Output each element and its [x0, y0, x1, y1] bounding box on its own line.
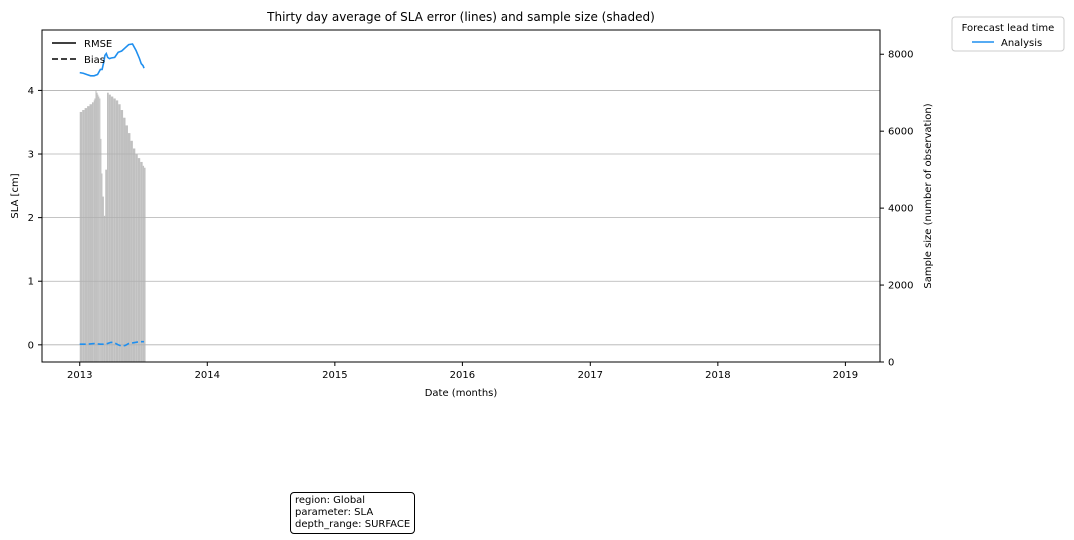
sample-bar: [135, 154, 138, 362]
sample-bar: [95, 90, 97, 362]
sample-bar: [132, 148, 136, 362]
sample-bar: [84, 108, 88, 362]
sample-bar: [142, 165, 145, 362]
sample-bar: [98, 96, 100, 363]
y-axis: 0 1 2 3 4: [28, 86, 42, 351]
sample-bar: [115, 100, 119, 363]
legend-rmse-label: RMSE: [84, 39, 112, 50]
sample-bar: [79, 111, 83, 362]
sample-bar: [140, 161, 143, 362]
info-parameter: parameter: SLA: [295, 507, 374, 518]
sample-bar: [120, 110, 124, 363]
y2-tick-label: 8000: [888, 50, 913, 61]
sample-bar: [102, 196, 104, 362]
sample-bar: [94, 98, 96, 362]
sample-bar: [96, 92, 98, 363]
legend-analysis-label: Analysis: [1001, 38, 1042, 49]
x-tick-label: 2013: [67, 370, 92, 381]
sample-bar: [110, 96, 114, 363]
info-region: region: Global: [295, 495, 366, 506]
sample-bar: [137, 158, 141, 362]
sample-bar: [91, 102, 94, 362]
y-tick-label: 2: [28, 213, 34, 224]
y-tick-label: 0: [28, 340, 34, 351]
info-depth-range: depth_range: SURFACE: [295, 519, 411, 530]
sample-bar: [89, 104, 92, 362]
sample-bar: [108, 94, 111, 362]
series-lines: [79, 43, 145, 347]
y-tick-label: 3: [28, 150, 34, 161]
sample-bar: [123, 117, 126, 363]
y-tick-label: 4: [28, 86, 34, 97]
sample-bar: [87, 106, 90, 362]
y2-tick-label: 2000: [888, 281, 913, 292]
chart-title: Thirty day average of SLA error (lines) …: [266, 10, 655, 24]
sample-bar: [99, 98, 101, 362]
x-tick-label: 2016: [450, 370, 475, 381]
sample-bar: [82, 110, 85, 363]
x-tick-label: 2014: [195, 370, 220, 381]
bias-line: [79, 340, 145, 347]
y2-tick-label: 6000: [888, 127, 913, 138]
x-tick-label: 2017: [578, 370, 603, 381]
sample-size-area: [79, 90, 146, 363]
y2-tick-label: 4000: [888, 204, 913, 215]
plot-frame: [41, 29, 881, 363]
sample-bar: [103, 215, 106, 362]
sample-bar: [105, 169, 107, 362]
sample-bar: [100, 138, 102, 362]
x-tick-label: 2019: [833, 370, 858, 381]
series-legend-title: Forecast lead time: [962, 23, 1055, 34]
grid-lines: [42, 90, 880, 346]
x-tick-label: 2015: [322, 370, 347, 381]
sample-bar: [113, 98, 116, 362]
y2-axis-label: Sample size (number of observation): [923, 103, 934, 288]
y-axis-label: SLA [cm]: [10, 173, 21, 218]
legend-bias-label: Bias: [84, 55, 105, 66]
sample-bar: [97, 94, 99, 362]
sample-bar: [127, 133, 131, 362]
y2-axis: 0 2000 4000 6000 8000: [880, 50, 913, 369]
x-axis: 2013 2014 2015 2016 2017 2018 2019: [67, 362, 858, 381]
sample-bar: [125, 125, 128, 362]
x-axis-label: Date (months): [425, 388, 498, 399]
sample-bar: [144, 167, 146, 362]
info-box: region: Global parameter: SLA depth_rang…: [290, 492, 416, 534]
sample-bar: [93, 100, 95, 363]
sample-bar: [107, 92, 109, 363]
style-legend: RMSE Bias: [52, 39, 112, 66]
y2-tick-label: 0: [888, 358, 894, 369]
sample-bar: [118, 104, 121, 362]
rmse-line: [79, 43, 145, 77]
series-legend: Forecast lead time Analysis: [951, 16, 1065, 52]
y-tick-label: 1: [28, 277, 34, 288]
x-tick-label: 2018: [705, 370, 730, 381]
sample-bar: [130, 140, 133, 362]
sample-bar: [101, 173, 103, 362]
